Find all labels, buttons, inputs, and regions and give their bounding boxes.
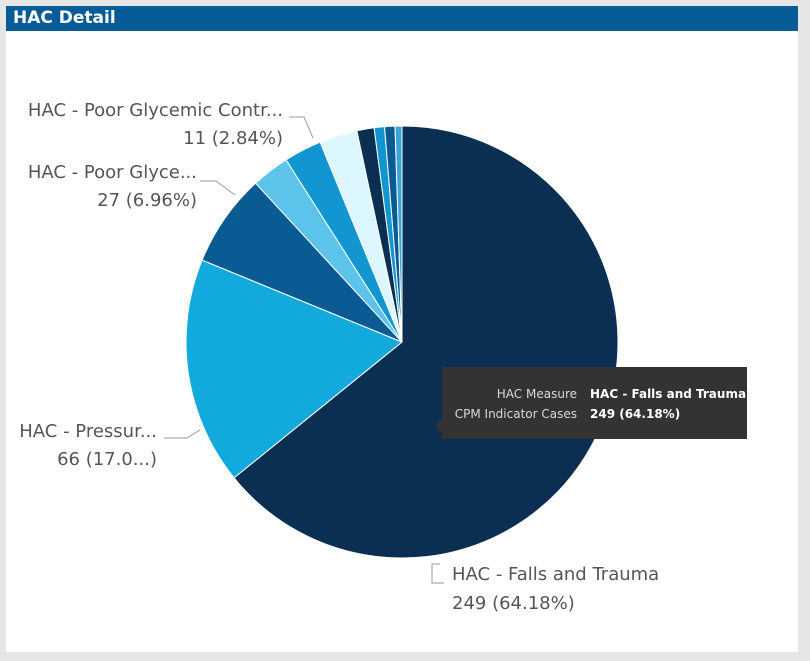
leader-line-1 bbox=[164, 429, 201, 439]
leader-lines bbox=[164, 116, 444, 584]
data-label-value-3: 11 (2.84%) bbox=[183, 128, 283, 149]
data-label-name-3: HAC - Poor Glycemic Contr... bbox=[28, 100, 283, 121]
data-label-name-1: HAC - Pressur... bbox=[19, 421, 157, 442]
tooltip-value-measure: HAC - Falls and Trauma bbox=[590, 387, 747, 401]
data-labels: HAC - Falls and Trauma 249 (64.18%) HAC - … bbox=[19, 100, 659, 614]
tooltip: HAC Measure HAC - Falls and Trauma CPM I… bbox=[435, 367, 747, 439]
leader-line-2 bbox=[200, 180, 236, 196]
pie-slice-1[interactable] bbox=[185, 259, 403, 479]
data-label-value-0: 249 (64.18%) bbox=[452, 593, 575, 614]
title-bar: HAC Detail bbox=[6, 6, 798, 31]
pie-slice-9[interactable] bbox=[394, 125, 403, 343]
tooltip-row-cases: CPM Indicator Cases 249 (64.18%) bbox=[442, 407, 747, 425]
leader-line-3 bbox=[289, 116, 314, 139]
leader-line-0 bbox=[431, 563, 444, 584]
tooltip-pointer bbox=[435, 419, 442, 433]
tooltip-row-measure: HAC Measure HAC - Falls and Trauma bbox=[442, 387, 747, 405]
visual-title: HAC Detail bbox=[13, 8, 116, 28]
tooltip-key-cases: CPM Indicator Cases bbox=[454, 407, 577, 421]
data-label-value-1: 66 (17.0...) bbox=[57, 449, 157, 470]
data-label-name-0: HAC - Falls and Trauma bbox=[452, 564, 659, 585]
pie-slices[interactable] bbox=[185, 125, 619, 559]
tooltip-key-measure: HAC Measure bbox=[496, 387, 577, 401]
tooltip-value-cases: 249 (64.18%) bbox=[590, 407, 681, 421]
data-label-value-2: 27 (6.96%) bbox=[97, 190, 197, 211]
data-label-name-2: HAC - Poor Glyce... bbox=[28, 162, 197, 183]
